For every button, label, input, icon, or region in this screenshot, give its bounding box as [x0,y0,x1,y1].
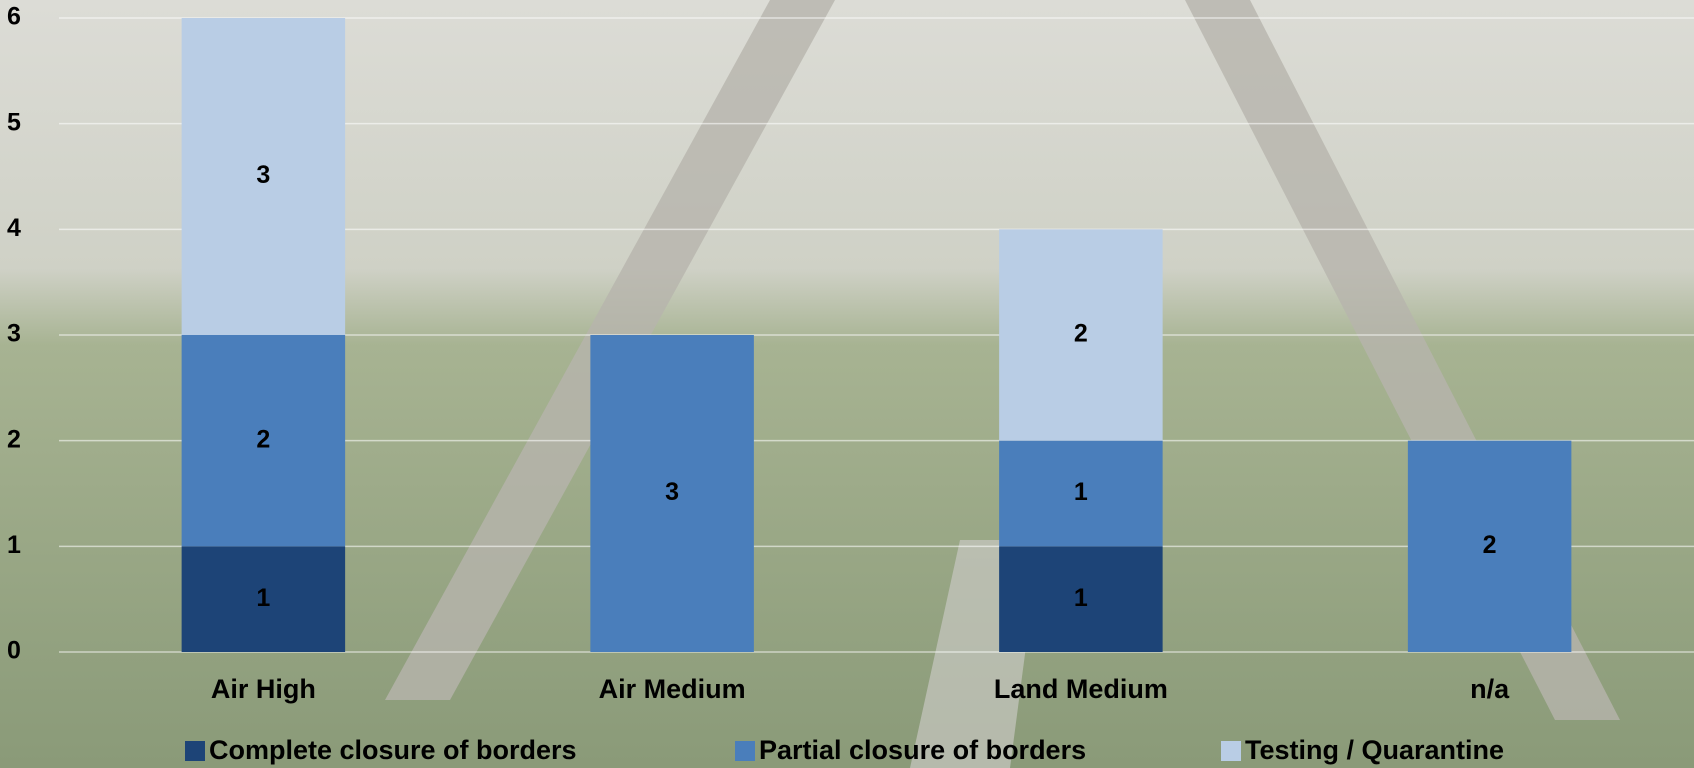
bar-segment [999,546,1163,652]
bar-segment [999,440,1163,547]
bar-segment [181,546,346,652]
y-tick-label: 4 [7,214,21,242]
data-label: 2 [1483,531,1497,559]
bar-segment [181,335,346,547]
legend-swatch [735,741,755,761]
legend-label: Partial closure of borders [759,735,1086,765]
data-label: 1 [1074,478,1088,506]
bar-segment [590,335,754,652]
x-tick-label: Air Medium [599,674,746,704]
bar-segment [999,229,1163,441]
y-tick-label: 1 [7,531,21,559]
data-label: 3 [665,478,679,506]
data-label: 1 [1074,584,1088,612]
bar-segment [181,18,346,335]
data-label: 2 [1074,320,1088,348]
bar-segment [1407,440,1572,652]
legend-label: Complete closure of borders [209,735,577,765]
y-tick-label: 0 [7,637,21,665]
data-label: 1 [256,584,270,612]
legend-swatch [1221,741,1241,761]
y-tick-label: 6 [7,3,21,31]
legend-swatch [185,741,205,761]
y-tick-label: 5 [7,108,21,136]
x-tick-label: Air High [211,674,316,704]
legend-label: Testing / Quarantine [1245,735,1504,765]
data-label: 2 [256,425,270,453]
data-label: 3 [256,161,270,189]
y-tick-label: 2 [7,425,21,453]
x-tick-label: n/a [1470,674,1510,704]
y-tick-label: 3 [7,320,21,348]
x-tick-label: Land Medium [994,674,1168,704]
